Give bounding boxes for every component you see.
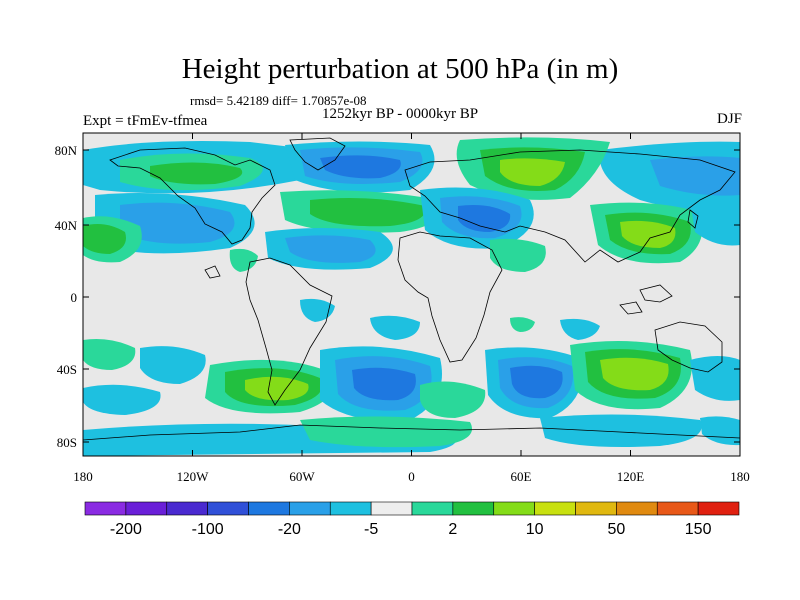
colorbar-label: 10 xyxy=(526,521,544,538)
contour-region xyxy=(370,315,420,340)
colorbar-label: -100 xyxy=(192,521,224,538)
experiment-label: Expt = tFmEv-tfmea xyxy=(83,113,208,129)
latitude-axis: 80N 40N 0 40S 80S xyxy=(55,143,740,450)
season-label: DJF xyxy=(716,111,742,127)
colorbar-swatch xyxy=(370,501,413,516)
contour-region xyxy=(352,367,416,401)
colorbar-swatch xyxy=(289,501,331,516)
colorbar-swatch xyxy=(656,501,699,516)
coastlines xyxy=(83,137,740,441)
coastline-islands xyxy=(204,265,673,315)
colorbar-label: -5 xyxy=(364,521,378,538)
lon-label: 180 xyxy=(73,469,93,484)
coastline-africa xyxy=(397,231,503,363)
map-title: Height perturbation at 500 hPa (in m) xyxy=(181,53,619,85)
contour-region xyxy=(690,356,740,401)
lon-label: 0 xyxy=(408,469,415,484)
colorbar-swatch xyxy=(207,501,249,516)
contour-region xyxy=(320,155,401,179)
lon-label: 60W xyxy=(289,469,315,484)
map-plot-area xyxy=(83,133,740,456)
contour-region xyxy=(490,238,546,272)
colorbar-label: -200 xyxy=(110,521,142,538)
coastline-antarctica xyxy=(83,424,740,441)
contour-region xyxy=(500,158,565,186)
colorbar-swatch xyxy=(452,501,495,516)
contour-region xyxy=(300,416,472,448)
contour-fills xyxy=(83,137,740,456)
coastline-greenland xyxy=(289,137,346,171)
coastline-south-america xyxy=(245,257,333,406)
contour-region xyxy=(510,365,563,399)
contour-region xyxy=(245,376,309,401)
contour-region xyxy=(285,235,376,263)
coastline-europe-asia xyxy=(404,149,736,263)
colorbar-swatch xyxy=(84,501,127,516)
coastline-japan xyxy=(687,209,699,229)
colorbar-swatch xyxy=(329,501,372,516)
contour-region xyxy=(310,198,426,227)
lon-label: 120E xyxy=(617,469,645,484)
lon-label: 120W xyxy=(177,469,210,484)
lon-label: 180 xyxy=(730,469,750,484)
colorbar-swatch xyxy=(248,501,290,516)
contour-region xyxy=(620,220,676,248)
contour-region xyxy=(700,416,740,446)
period-text: 1252kyr BP - 0000kyr BP xyxy=(322,106,479,122)
colorbar-swatch xyxy=(697,501,740,516)
contour-region xyxy=(83,224,126,254)
lon-label: 60E xyxy=(511,469,532,484)
lat-label: 40N xyxy=(55,218,78,233)
contour-region xyxy=(600,357,669,391)
coastline-north-america xyxy=(109,147,276,245)
contour-region xyxy=(540,414,702,447)
lat-label: 80N xyxy=(55,143,78,158)
contour-region xyxy=(510,317,535,332)
contour-region xyxy=(560,318,600,340)
contour-region xyxy=(140,346,206,384)
contour-region xyxy=(690,198,740,246)
contour-region xyxy=(420,381,486,418)
colorbar-label: 2 xyxy=(448,521,457,538)
colorbar-label: -20 xyxy=(278,521,301,538)
longitude-axis: 180 120W 60W 0 60E 120E 180 xyxy=(73,133,750,484)
lat-label: 80S xyxy=(57,435,77,450)
colorbar-swatch xyxy=(575,501,617,516)
colorbar: -200 -100 -20 -5 2 10 50 150 xyxy=(84,501,740,538)
colorbar-swatch xyxy=(411,501,454,516)
colorbar-swatch xyxy=(166,501,208,516)
colorbar-label: 50 xyxy=(607,521,625,538)
contour-region xyxy=(120,202,235,244)
contour-region xyxy=(300,298,335,322)
contour-region xyxy=(83,384,161,415)
colorbar-swatch xyxy=(493,501,535,516)
contour-region xyxy=(458,205,511,232)
lat-label: 40S xyxy=(57,362,77,377)
colorbar-swatch xyxy=(534,501,576,516)
contour-region xyxy=(229,248,258,272)
lat-label: 0 xyxy=(71,290,78,305)
stats-text: rmsd= 5.42189 diff= 1.70857e-08 xyxy=(190,93,367,108)
contour-region xyxy=(83,339,136,370)
colorbar-label: 150 xyxy=(685,521,712,538)
colorbar-swatch xyxy=(616,501,658,516)
coastline-australia xyxy=(654,321,723,373)
colorbar-swatch xyxy=(125,501,168,516)
contour-region xyxy=(150,162,243,185)
